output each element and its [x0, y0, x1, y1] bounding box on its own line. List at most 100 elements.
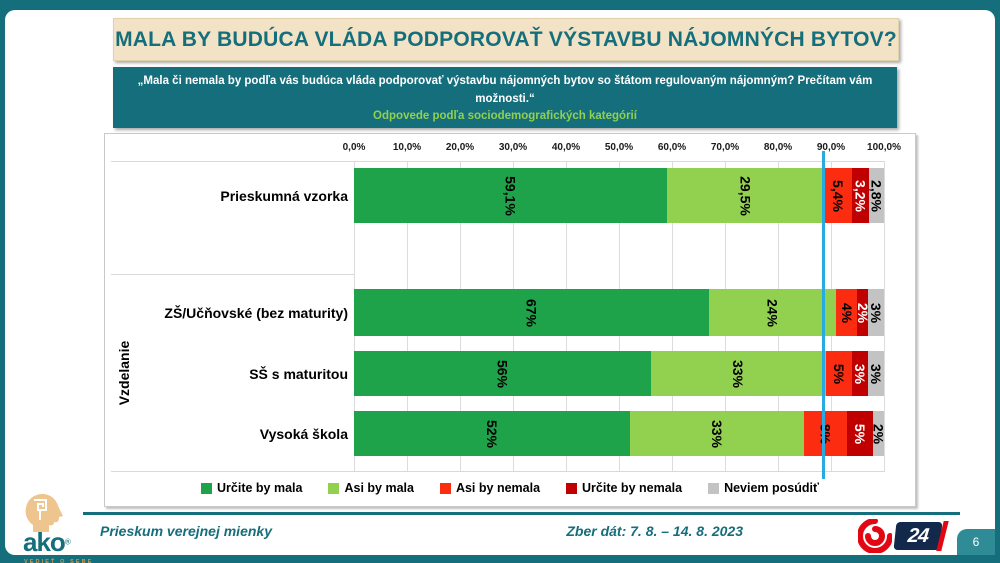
bar-segment: 5,4% — [823, 168, 853, 223]
bar-segment: 24% — [709, 289, 837, 336]
x-tick-label: 20,0% — [445, 142, 475, 153]
bar-segment: 52% — [354, 411, 630, 456]
bar-value-label: 5% — [852, 423, 869, 444]
bar-value-label: 2% — [854, 302, 871, 323]
bar-value-label: 67% — [523, 298, 540, 327]
bar-segment: 5% — [846, 411, 874, 456]
legend-item: Neviem posúdiť — [708, 481, 819, 495]
footer-survey-type: Prieskum verejnej mienky — [100, 523, 272, 539]
bar-segment: 29,5% — [667, 168, 824, 223]
page-number-badge: 6 — [957, 529, 995, 555]
bar-segment: 3% — [852, 351, 868, 396]
bar-segment: 67% — [354, 289, 710, 336]
bar-segment: 59,1% — [354, 168, 668, 223]
legend-label: Asi by nemala — [455, 481, 541, 495]
x-tick-label: 30,0% — [498, 142, 528, 153]
legend-item: Určite by nemala — [566, 481, 682, 495]
bar-segment: 4% — [836, 289, 858, 336]
plot-top-border — [111, 161, 885, 162]
x-tick-label: 0,0% — [342, 142, 366, 153]
legend-swatch-icon — [328, 482, 340, 494]
bar-value-label: 3,2% — [852, 179, 869, 212]
ako-logo-text: ako — [23, 527, 66, 557]
category-label: Prieskumná vzorka — [220, 187, 348, 204]
bar-value-label: 3% — [868, 363, 885, 384]
legend-label: Určite by mala — [217, 481, 303, 495]
bar-segment: 2% — [870, 411, 887, 456]
legend-swatch-icon — [439, 482, 451, 494]
bar-segment: 8% — [804, 411, 847, 456]
bar-value-label: 2% — [870, 423, 887, 444]
footer-collection-dates: Zber dát: 7. 8. – 14. 8. 2023 — [566, 523, 743, 539]
page-number: 6 — [972, 535, 980, 549]
channel-24-number: 24 — [906, 524, 930, 547]
bar-value-label: 33% — [730, 359, 747, 388]
bar-row: 56% 33% 5% 3% 3% — [354, 351, 884, 396]
bar-segment: 3% — [868, 351, 884, 396]
category-label: SŠ s maturitou — [249, 365, 348, 382]
plot-bottom-border — [111, 471, 885, 472]
channel-spiral-icon — [858, 519, 892, 553]
slide-content-area: MALA BY BUDÚCA VLÁDA PODPOROVAŤ VÝSTAVBU… — [5, 10, 995, 563]
reference-line — [822, 151, 826, 479]
bar-value-label: 52% — [483, 419, 500, 448]
x-tick-label: 100,0% — [867, 142, 901, 153]
bar-segment: 33% — [629, 411, 805, 456]
legend-swatch-icon — [708, 482, 720, 494]
x-tick-label: 50,0% — [604, 142, 634, 153]
x-tick-label: 70,0% — [710, 142, 740, 153]
bar-segment: 33% — [650, 351, 826, 396]
x-tick-label: 40,0% — [551, 142, 581, 153]
legend-label: Asi by mala — [344, 481, 414, 495]
x-tick-label: 10,0% — [392, 142, 422, 153]
survey-note: Odpovede podľa sociodemografických kateg… — [373, 110, 637, 123]
bar-value-label: 3% — [852, 363, 869, 384]
ako-logo: ako® VEDIEŤ O SEBE — [21, 492, 111, 563]
bar-segment: 2% — [854, 289, 871, 336]
chart-legend: Určite by mala Asi by mala Asi by nemala Ur… — [105, 481, 915, 495]
bar-segment: 3,2% — [852, 168, 870, 223]
category-group-separator — [111, 274, 354, 275]
bar-row: 52% 33% 8% 5% 2% — [354, 411, 887, 456]
page-title: MALA BY BUDÚCA VLÁDA PODPOROVAŤ VÝSTAVBU… — [115, 27, 897, 51]
channel-24-box: 24 — [893, 522, 943, 550]
bar-segment: 56% — [354, 351, 651, 396]
legend-item: Určite by mala — [201, 481, 302, 495]
bar-value-label: 29,5% — [737, 175, 754, 216]
ako-head-icon — [25, 494, 63, 532]
bar-value-label: 24% — [764, 298, 781, 327]
tv-channel-logo: 24 — [858, 519, 949, 553]
bar-row: 67% 24% 4% 2% 3% — [354, 289, 884, 336]
legend-label: Neviem posúdiť — [724, 481, 819, 495]
x-tick-label: 80,0% — [763, 142, 793, 153]
bar-value-label: 33% — [709, 419, 726, 448]
legend-item: Asi by nemala — [439, 481, 541, 495]
bar-segment: 2,8% — [868, 168, 885, 223]
ako-registered-mark: ® — [64, 537, 71, 547]
category-label: ZŠ/Učňovské (bez maturity) — [164, 304, 348, 321]
legend-swatch-icon — [201, 482, 212, 494]
bar-value-label: 2,8% — [868, 179, 885, 212]
ako-tagline: VEDIEŤ O SEBE — [24, 559, 94, 563]
gridline — [884, 161, 885, 471]
title-box: MALA BY BUDÚCA VLÁDA PODPOROVAŤ VÝSTAVBU… — [113, 18, 899, 61]
x-tick-label: 60,0% — [657, 142, 687, 153]
subtitle-box: „Mala či nemala by podľa vás budúca vlád… — [113, 67, 897, 128]
bar-segment: 5% — [825, 351, 853, 396]
bar-value-label: 8% — [817, 423, 834, 444]
survey-question: „Mala či nemala by podľa vás budúca vlád… — [137, 74, 873, 105]
bar-value-label: 3% — [868, 302, 884, 323]
bar-value-label: 4% — [838, 302, 855, 323]
bar-value-label: 5% — [830, 363, 847, 384]
bar-value-label: 59,1% — [502, 175, 519, 216]
category-label: Vysoká škola — [259, 425, 348, 442]
bar-row: 59,1% 29,5% 5,4% 3,2% 2,8% — [354, 168, 885, 223]
bar-value-label: 56% — [494, 359, 511, 388]
bar-value-label: 5,4% — [829, 179, 846, 212]
legend-label: Určite by nemala — [582, 481, 683, 495]
chart-panel: Vzdelanie Určite by mala Asi by mala Asi b… — [104, 133, 916, 507]
x-tick-label: 90,0% — [816, 142, 846, 153]
bar-segment: 3% — [868, 289, 884, 336]
legend-swatch-icon — [566, 482, 578, 494]
